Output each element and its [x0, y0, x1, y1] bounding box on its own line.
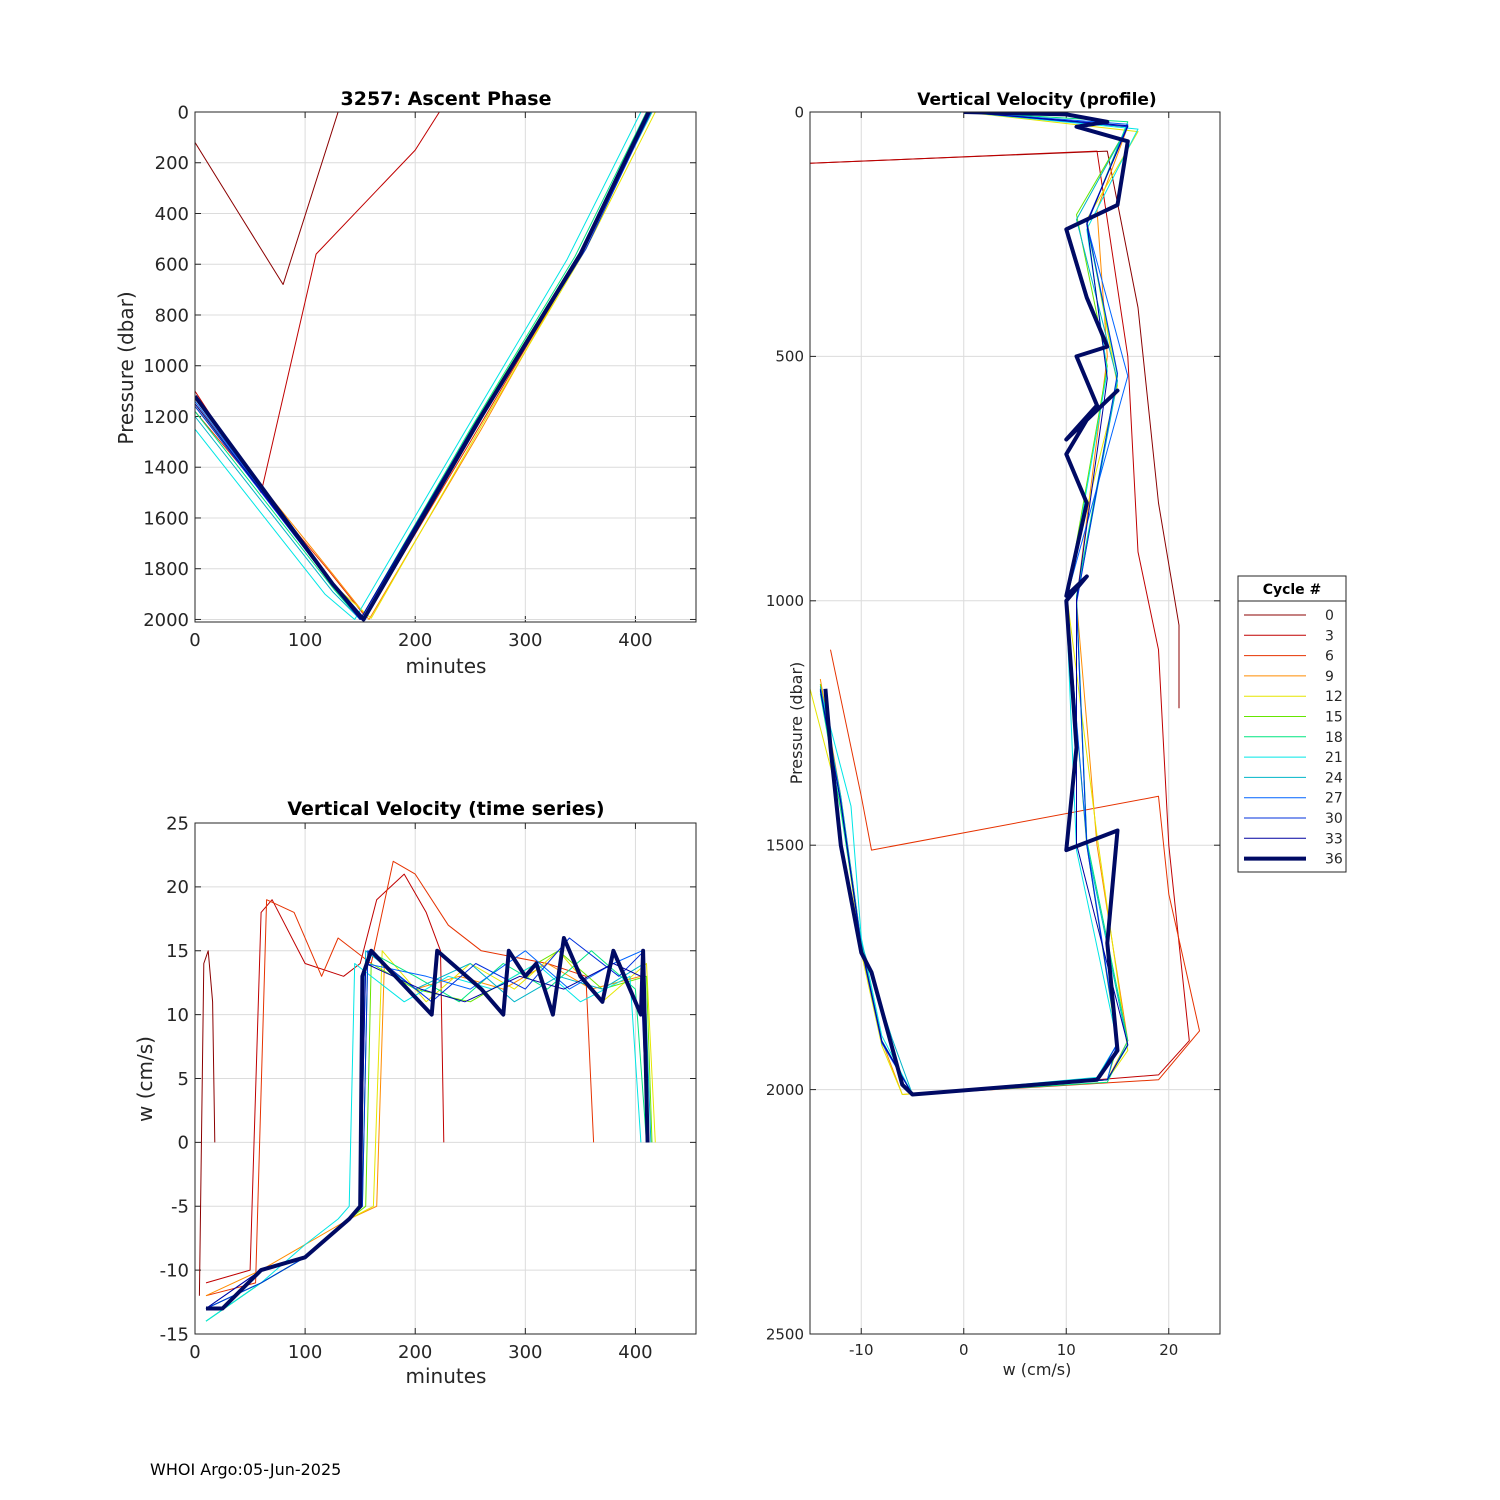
timeseries-y-tick-label: 5: [178, 1069, 189, 1090]
ascent-y-tick-label: 1800: [143, 559, 189, 580]
timeseries-axes-frame: [194, 822, 697, 1335]
profile-y-tick-label: 1500: [766, 836, 804, 854]
timeseries-x-tick-label: 400: [618, 1342, 652, 1363]
timeseries-series-cycle-3: [205, 873, 445, 1284]
ascent-x-tick-label: 0: [189, 630, 200, 651]
legend-label-cycle-24: 24: [1325, 770, 1343, 786]
velocity-timeseries-title: Vertical Velocity (time series): [287, 798, 604, 820]
ascent-y-tick-label: 400: [155, 204, 189, 225]
timeseries-y-tick-label: 15: [166, 941, 189, 962]
profile-series-group: [810, 112, 1200, 1097]
ascent-phase-ylabel: Pressure (dbar): [114, 291, 138, 444]
ascent-y-tick-label: 800: [155, 305, 189, 326]
profile-x-tick-label: 10: [1057, 1341, 1076, 1359]
timeseries-y-tick-label: -15: [160, 1324, 189, 1345]
profile-y-tick-label: 2000: [766, 1081, 804, 1099]
legend-label-cycle-15: 15: [1325, 710, 1343, 726]
timeseries-y-tick-label: 20: [166, 877, 189, 898]
ascent-y-tick-label: 1600: [143, 508, 189, 529]
timeseries-x-tick-label: 100: [288, 1342, 322, 1363]
velocity-timeseries-ylabel: w (cm/s): [133, 1036, 157, 1122]
ascent-y-tick-label: 0: [178, 102, 189, 123]
velocity-timeseries-panel: 0 100 200 300 400 -15 -10 -5 0 5 10 15 20 25 Vertical …: [133, 798, 697, 1388]
ascent-y-tick-label: 1200: [143, 407, 189, 428]
velocity-timeseries-xlabel: minutes: [406, 1364, 487, 1388]
timeseries-x-tick-label: 200: [398, 1342, 432, 1363]
ascent-plot-area: [195, 112, 696, 622]
profile-y-tick-label: 2500: [766, 1325, 804, 1343]
timeseries-y-tick-label: -10: [160, 1260, 189, 1281]
profile-x-tick-label: -10: [849, 1341, 874, 1359]
timeseries-series-cycle-21: [205, 963, 642, 1322]
profile-y-tick-label: 1000: [766, 592, 804, 610]
ascent-phase-xlabel: minutes: [406, 654, 487, 678]
timeseries-series-cycle-0: [198, 950, 216, 1296]
legend-label-cycle-3: 3: [1325, 628, 1334, 644]
timeseries-y-tick-label: 10: [166, 1005, 189, 1026]
legend-label-cycle-18: 18: [1325, 730, 1343, 746]
legend-label-cycle-27: 27: [1325, 791, 1343, 807]
legend-label-cycle-9: 9: [1325, 669, 1334, 685]
ascent-phase-panel: 0 100 200 300 400 0 200 400 600 800 1000 1200 1400 16…: [114, 88, 697, 678]
profile-x-tick-label: 0: [959, 1341, 969, 1359]
ascent-series-group: [195, 112, 656, 622]
profile-plot-area: [810, 112, 1220, 1334]
velocity-profile-xlabel: w (cm/s): [1003, 1360, 1072, 1379]
ascent-y-tick-label: 600: [155, 255, 189, 276]
ascent-y-tick-label: 1400: [143, 458, 189, 479]
ascent-y-tick-label: 1000: [143, 356, 189, 377]
ascent-x-tick-label: 400: [618, 630, 652, 651]
legend-label-cycle-21: 21: [1325, 750, 1343, 766]
timeseries-y-tick-label: 0: [178, 1133, 189, 1154]
footer-text: WHOI Argo:05-Jun-2025: [150, 1460, 342, 1479]
legend-label-cycle-36: 36: [1325, 852, 1343, 868]
timeseries-x-tick-label: 0: [189, 1342, 200, 1363]
legend-box: [1237, 575, 1347, 873]
ascent-x-tick-label: 200: [398, 630, 432, 651]
velocity-profile-ylabel: Pressure (dbar): [787, 662, 806, 785]
ascent-phase-title: 3257: Ascent Phase: [341, 88, 552, 110]
timeseries-x-tick-label: 300: [508, 1342, 542, 1363]
legend-label-cycle-30: 30: [1325, 811, 1343, 827]
ascent-y-tick-label: 200: [155, 153, 189, 174]
velocity-profile-title: Vertical Velocity (profile): [917, 90, 1156, 110]
ascent-series-cycle-18: [195, 112, 647, 620]
ascent-series-cycle-21: [195, 112, 642, 620]
timeseries-y-tick-label: 25: [166, 813, 189, 834]
timeseries-y-tick-label: -5: [171, 1197, 189, 1218]
ascent-axes-frame: [194, 111, 697, 623]
ascent-y-tick-label: 2000: [143, 610, 189, 631]
ascent-x-tick-label: 100: [288, 630, 322, 651]
legend-title: Cycle #: [1263, 582, 1322, 598]
ascent-series-cycle-36: [195, 112, 651, 622]
profile-series-cycle-36: [823, 112, 1130, 1097]
ascent-series-cycle-0: [195, 112, 339, 285]
timeseries-series-cycle-6: [205, 860, 595, 1297]
profile-series-cycle-3: [810, 150, 1190, 1095]
profile-x-tick-label: 20: [1159, 1341, 1178, 1359]
velocity-profile-panel: -10 0 10 20 0 500 1000 1500 2000 2500 Vertical Vel…: [766, 90, 1221, 1379]
profile-y-tick-label: 0: [794, 103, 804, 121]
legend-label-cycle-33: 33: [1325, 831, 1343, 847]
profile-y-tick-label: 500: [775, 348, 804, 366]
timeseries-series-cycle-36: [206, 936, 650, 1311]
legend-label-cycle-12: 12: [1325, 689, 1343, 705]
profile-series-cycle-6: [830, 649, 1200, 1095]
legend-label-cycle-6: 6: [1325, 649, 1334, 665]
profile-axes-frame: [809, 111, 1221, 1335]
legend-label-cycle-0: 0: [1325, 608, 1334, 624]
timeseries-series-group: [198, 860, 656, 1322]
ascent-x-tick-label: 300: [508, 630, 542, 651]
